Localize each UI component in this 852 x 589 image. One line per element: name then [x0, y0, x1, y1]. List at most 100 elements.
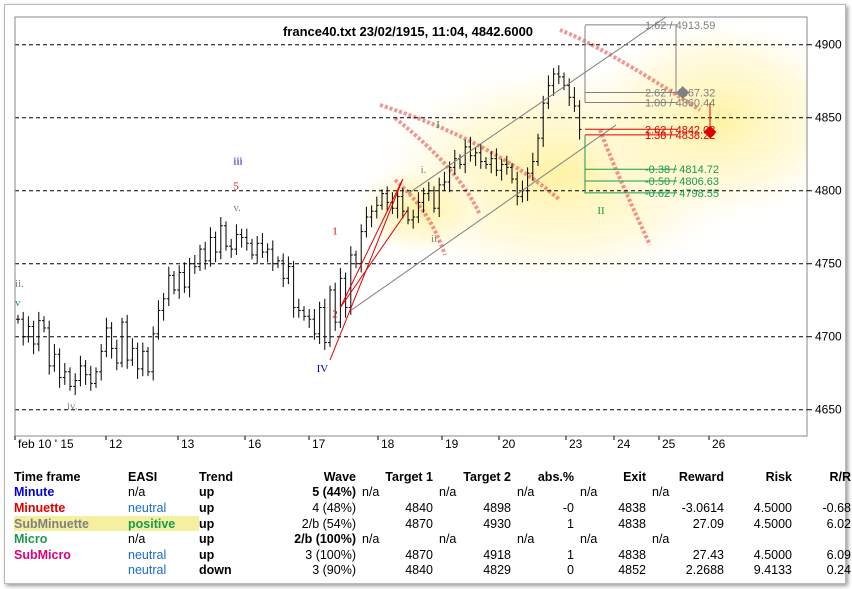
stats-cell-reward: 27.09 — [692, 516, 724, 531]
y-tick-label: 4750 — [815, 257, 842, 271]
stats-cell-tf: Minuette — [14, 500, 66, 515]
stats-cell-abs: 1 — [567, 547, 574, 562]
stats-cell-risk: 9.4133 — [753, 563, 792, 578]
stats-cell-exit: 4838 — [618, 516, 646, 531]
stats-cell-trend: up — [199, 485, 215, 500]
x-tick-label: 25 — [662, 437, 676, 451]
header-wave: Wave — [323, 469, 356, 484]
stats-cell-risk: 4.5000 — [753, 516, 792, 531]
stats-cell-t1: 4870 — [405, 547, 433, 562]
stats-row: SubMicro neutral up 3 (100%) 4870 4918 1 4838 27… — [14, 547, 851, 563]
header-reward: Reward — [678, 469, 724, 484]
stats-cell-reward: -3.0614 — [681, 500, 724, 515]
stats-cell-trend: up — [199, 547, 215, 562]
stats-cell-wave: 2/b (54%) — [301, 516, 356, 531]
x-tick-label: 20 — [502, 437, 516, 451]
header-abs: abs.% — [537, 469, 574, 484]
fan-arc — [393, 178, 447, 256]
stats-cell-reward: 27.43 — [692, 547, 724, 562]
stats-cell-t1: 4840 — [405, 500, 433, 515]
header-time-frame: Time frame — [14, 469, 81, 484]
target-label: -0.62 / 4798.55 — [645, 188, 719, 200]
fan-arc — [598, 129, 652, 246]
projection-glow — [350, 160, 490, 260]
wave-label: II — [597, 205, 605, 217]
stats-cell-tf: Minute — [14, 485, 55, 500]
x-tick-label: 12 — [109, 437, 123, 451]
stats-cell-t1: n/a — [362, 532, 380, 547]
wave-label: iii — [233, 155, 242, 167]
header-trend: Trend — [199, 469, 234, 484]
stats-cell-easi: positive — [128, 515, 199, 532]
stats-cell-easi: neutral — [128, 547, 167, 562]
x-tick-label: 26 — [712, 437, 726, 451]
x-tick-label: 24 — [617, 437, 631, 451]
channel-lower — [350, 124, 617, 311]
stats-cell-reward: n/a — [652, 532, 670, 547]
wave-label: I — [436, 119, 440, 131]
stats-cell-abs: -0 — [562, 500, 574, 515]
wave-label: 2 — [332, 309, 338, 321]
stats-row: Micro n/a up 2/b (100%) n/a n/a n/a n/a n/a — [14, 531, 851, 547]
target-label: -0.38 / 4814.72 — [645, 164, 719, 176]
fan-arc — [559, 28, 702, 112]
stats-cell-reward: n/a — [652, 485, 670, 500]
y-tick-label: 4650 — [815, 403, 842, 417]
header-target2: Target 2 — [463, 469, 511, 484]
y-tick-label: 4900 — [815, 38, 842, 52]
target-label: 1.00 / 4860.44 — [645, 97, 715, 109]
impulse-line — [339, 178, 404, 308]
stats-cell-wave: 2/b (100%) — [294, 532, 356, 547]
plot-area — [14, 16, 808, 437]
y-tick-label: 4800 — [815, 184, 842, 198]
projection-glow — [570, 17, 807, 230]
fan-arc — [393, 116, 482, 216]
fan-arc — [379, 103, 562, 202]
stats-cell-wave: 3 (90%) — [312, 563, 356, 578]
stats-cell-exit: n/a — [580, 485, 598, 500]
impulse-line — [339, 209, 409, 308]
stats-cell-trend: down — [199, 563, 232, 578]
target-label: 1.62 / 4913.59 — [645, 20, 715, 32]
stats-cell-t2: 4918 — [483, 547, 511, 562]
stats-cell-wave: 3 (100%) — [305, 547, 356, 562]
stats-cell-t1: 4840 — [405, 563, 433, 578]
stats-cell-t1: n/a — [362, 485, 380, 500]
stats-cell-exit: 4838 — [618, 500, 646, 515]
stats-cell-rr — [792, 485, 851, 501]
stats-row: Minuette neutral up 4 (48%) 4840 4898 -0 4838 -3… — [14, 500, 851, 516]
header-target1: Target 1 — [385, 469, 433, 484]
stats-cell-trend: up — [199, 532, 215, 547]
stats-cell-rr: 6.02 — [826, 516, 851, 531]
wave-label: v. — [233, 202, 241, 214]
wave-label: IV — [317, 363, 329, 375]
x-tick-label: 16 — [248, 437, 262, 451]
stats-cell-rr: 6.09 — [826, 547, 851, 562]
stats-cell-exit: n/a — [580, 532, 598, 547]
stats-cell-t1: 4870 — [405, 516, 433, 531]
stats-cell-rr: -0.68 — [822, 500, 852, 515]
stats-row: SubMinuette positive up 2/b (54%) 4870 4930 1 4… — [14, 515, 851, 532]
stats-cell-exit: 4838 — [618, 547, 646, 562]
stats-cell-t2: n/a — [439, 485, 457, 500]
stats-table: Time frame EASI Trend Wave Target 1 Targ… — [14, 469, 851, 578]
channel-upper — [407, 17, 667, 195]
x-tick-label: 19 — [445, 437, 459, 451]
stats-row: Minute n/a up 5 (44%) n/a n/a n/a n/a n/a — [14, 485, 851, 501]
y-tick-label: 4850 — [815, 111, 842, 125]
wave-label: ii. — [431, 233, 440, 245]
stats-cell-rr — [792, 531, 851, 547]
stats-cell-trend: up — [199, 516, 215, 531]
x-tick-label: 18 — [381, 437, 395, 451]
target-label: 1.38 / 4838.22 — [645, 130, 715, 142]
wave-label: iv. — [67, 401, 78, 413]
stats-cell-easi: n/a — [128, 485, 146, 500]
stats-row: neutral down 3 (90%) 4840 4829 0 4852 2.2688 9.4… — [14, 563, 851, 579]
x-tick-label: feb 10 ' 15 — [18, 437, 74, 451]
stats-cell-risk — [724, 485, 792, 501]
stats-header-row: Time frame EASI Trend Wave Target 1 Targ… — [14, 469, 851, 485]
wave-label: 1 — [332, 226, 338, 238]
stats-cell-t2: n/a — [439, 532, 457, 547]
stats-cell-tf: SubMicro — [14, 547, 71, 562]
